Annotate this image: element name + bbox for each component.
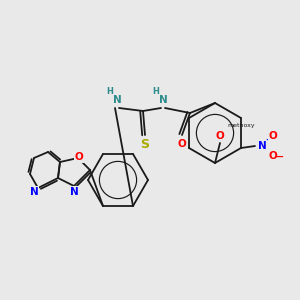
Text: methoxy: methoxy: [227, 122, 255, 128]
Text: H: H: [106, 88, 113, 97]
Text: O: O: [268, 151, 278, 161]
Text: O: O: [216, 131, 224, 141]
Text: N: N: [112, 95, 122, 105]
Text: N: N: [258, 141, 266, 151]
Text: N: N: [70, 187, 78, 197]
Text: N: N: [159, 95, 167, 105]
Text: S: S: [140, 139, 149, 152]
Text: O: O: [75, 152, 83, 162]
Text: O: O: [268, 131, 278, 141]
Text: −: −: [276, 152, 284, 162]
Text: H: H: [153, 88, 159, 97]
Text: +: +: [265, 136, 271, 145]
Text: O: O: [178, 139, 186, 149]
Text: N: N: [30, 187, 38, 197]
